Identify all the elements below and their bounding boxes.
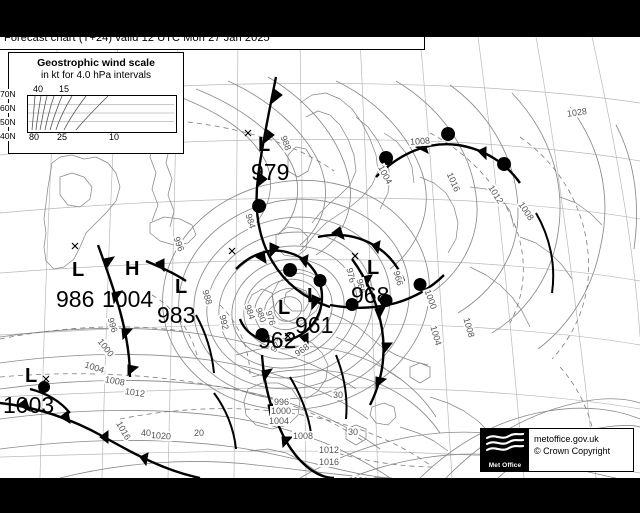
letterbox-band-top — [0, 0, 640, 37]
occluded-front-north — [252, 76, 331, 311]
legend-subtitle: in kt for 4.0 hPa intervals — [40, 70, 152, 81]
isobar-label: 1004 — [428, 323, 444, 348]
page-title: Forecast chart (T+24) valid 12 UTC Mon 2… — [4, 37, 270, 44]
dashed-lines — [0, 118, 597, 468]
latitude-label: 70N — [0, 89, 16, 99]
pressure-centre-symbol: L — [175, 276, 188, 298]
isobar-label: 30 — [332, 390, 345, 400]
pressure-centre-value: 983 — [157, 302, 196, 328]
pressure-centre-value: 962 — [258, 327, 297, 353]
pressure-centre-symbol: L — [307, 285, 320, 307]
surface-pressure-chart: 1028 1008 1004 1016 1012 1008 984 988 996 996 1000… — [0, 37, 640, 478]
met-office-wave-icon — [485, 432, 525, 452]
pressure-centre-value: 1003 — [3, 392, 55, 418]
pressure-centre-value: 968 — [351, 282, 390, 308]
isobar-label: 1004 — [268, 416, 291, 426]
isobar-label: 996 — [105, 315, 121, 335]
isobar-label: 1016 — [318, 457, 341, 467]
pressure-centre-value: 1004 — [102, 286, 154, 312]
cold-front-atlantic — [0, 398, 201, 478]
warm-front-east-russia — [535, 212, 555, 294]
isobar-label: 1000 — [95, 335, 117, 360]
pressure-centre-symbol: H — [125, 258, 140, 280]
cold-front-968 — [317, 226, 406, 282]
isobar-label: 1008 — [408, 135, 432, 147]
credit-copyright: © Crown Copyright — [534, 445, 611, 456]
metoffice-credit-block: Met Office metoffice.gov.uk © Crown Copy… — [480, 428, 634, 472]
pressure-centre-value: 979 — [251, 159, 290, 185]
pressure-centre-symbol: L — [278, 297, 291, 319]
pressure-centre-symbol: L — [258, 134, 271, 156]
met-office-wordmark: Met Office — [488, 462, 522, 469]
isobar-label: 1020 — [149, 430, 173, 442]
isobar-label: 20 — [193, 428, 206, 438]
legend-nomogram — [27, 95, 177, 133]
isobar-label: 1012 — [318, 445, 341, 455]
pressure-centre-value: 961 — [295, 312, 334, 338]
isobar-label: 1004 — [82, 359, 107, 376]
legend-bottom-label-10: 10 — [109, 132, 120, 142]
latitude-label: 50N — [0, 117, 16, 127]
isobar-label: 992 — [217, 312, 231, 332]
isobar-label: 1016 — [113, 418, 134, 443]
isobar-label: 1028 — [565, 105, 589, 119]
isobar-label: 984 — [243, 211, 259, 231]
legend-top-label-15: 15 — [59, 84, 70, 94]
centre-x-marks — [42, 129, 359, 383]
fronts — [0, 76, 555, 478]
legend-top-label-40: 40 — [33, 84, 44, 94]
isobar-label: 1008 — [461, 315, 477, 340]
isobar-label: 1000 — [270, 406, 293, 416]
isobar-label: 988 — [200, 287, 215, 307]
isobar-label: 1000 — [422, 287, 440, 312]
isobar-label: 1012 — [123, 386, 147, 400]
letterbox-band-bottom — [0, 478, 640, 513]
isobars — [0, 76, 640, 478]
warm-front-east — [329, 274, 445, 311]
credit-text: metoffice.gov.uk © Crown Copyright — [529, 429, 633, 471]
pressure-centre-symbol: L — [25, 365, 38, 387]
isobar-label: 40 — [140, 428, 153, 438]
legend-bottom-label-80: 80 — [29, 132, 40, 142]
legend-nomogram-svg — [28, 96, 174, 131]
isobar-label: 1004 — [375, 162, 395, 187]
isobar-label: 1016 — [444, 169, 463, 195]
pressure-centre-symbol: L — [367, 257, 380, 279]
cold-front-trailing — [260, 354, 335, 478]
pressure-centre-symbol: L — [72, 259, 85, 281]
occlusion-spiral-low-962 — [235, 249, 327, 347]
isobar-label: 1008 — [515, 199, 537, 224]
occluded-front-983 — [145, 258, 187, 282]
latitude-label: 40N — [0, 131, 16, 141]
pressure-centre-value: 986 — [56, 286, 95, 312]
met-office-logo: Met Office — [481, 429, 529, 471]
isobar-label: 996 — [171, 234, 187, 254]
chart-title-strip: Forecast chart (T+24) valid 12 UTC Mon 2… — [0, 37, 425, 50]
isobar-label: 1008 — [292, 431, 315, 441]
credit-url: metoffice.gov.uk — [534, 434, 599, 444]
cold-front-greenland — [96, 244, 140, 378]
latitude-label: 60N — [0, 103, 16, 113]
occluded-front-1003 — [29, 381, 71, 414]
isobar-label: 988 — [278, 133, 294, 153]
chart-text-overlay: 1028 1008 1004 1016 1012 1008 984 988 996 996 1000… — [0, 37, 640, 478]
isobar-label: 1020 — [351, 475, 375, 478]
geostrophic-wind-scale-legend: Geostrophic wind scale in kt for 4.0 hPa… — [8, 52, 184, 154]
isobar-label: 966 — [391, 268, 406, 288]
legend-title: Geostrophic wind scale — [37, 57, 155, 69]
isobar-label: 1008 — [103, 374, 127, 388]
legend-bottom-label-25: 25 — [57, 132, 68, 142]
isobar-label: 1012 — [485, 182, 506, 207]
isobar-label: 30 — [347, 427, 360, 437]
isobar-label: 976 — [263, 308, 279, 328]
isobar-label: 996 — [273, 397, 291, 407]
